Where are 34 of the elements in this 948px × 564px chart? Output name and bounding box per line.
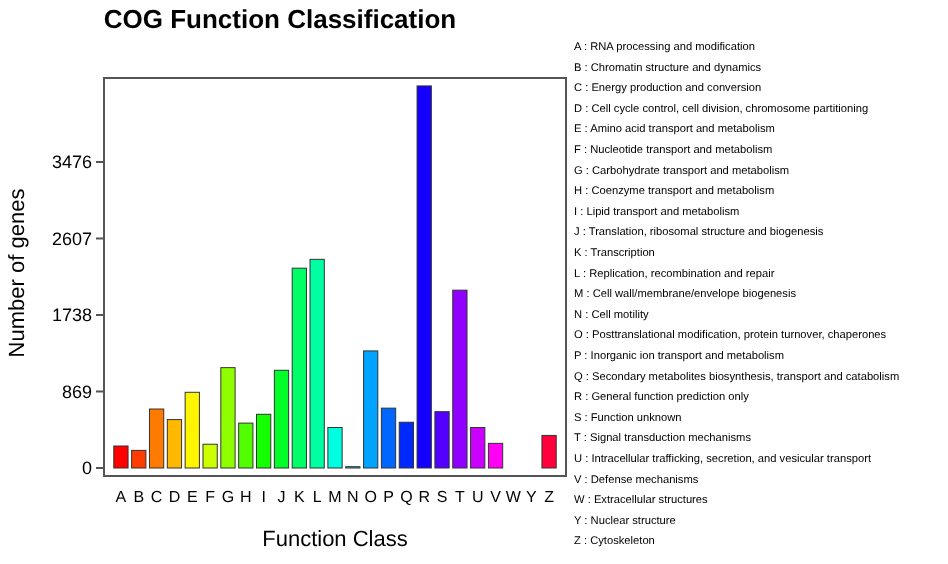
x-tick-label: K — [293, 488, 306, 506]
x-tick-label: C — [150, 488, 163, 506]
x-tick-label: Y — [525, 488, 538, 506]
x-tick-label: L — [312, 488, 323, 506]
x-tick-label: T — [454, 488, 465, 506]
x-tick-label: P — [383, 488, 394, 506]
x-tick-label: W — [505, 488, 522, 506]
bar — [541, 434, 557, 469]
x-tick-label: H — [240, 488, 253, 506]
x-tick-label: U — [471, 488, 484, 506]
x-tick-label: O — [364, 488, 377, 506]
y-tick-label: 2607 — [51, 228, 92, 249]
x-tick-label: B — [133, 488, 145, 506]
x-tick-label: E — [186, 488, 198, 506]
x-tick-label: S — [436, 488, 448, 506]
x-tick-label: R — [418, 488, 431, 506]
y-tick-label: 869 — [61, 381, 92, 402]
x-tick-label: F — [205, 488, 216, 506]
x-tick-label: N — [347, 488, 360, 506]
x-tick-label: J — [277, 488, 286, 506]
y-axis-title: Number of genes — [6, 187, 30, 358]
chart-title: COG Function Classification — [103, 4, 457, 34]
y-tick-label: 0 — [81, 458, 92, 479]
x-axis-title: Function Class — [262, 528, 409, 552]
x-tick-label: V — [490, 488, 503, 506]
x-tick-label: Q — [400, 488, 413, 506]
x-tick-label: A — [115, 488, 128, 506]
x-tick-label: G — [221, 488, 235, 506]
x-tick-label: D — [168, 488, 181, 506]
x-tick-label: Z — [544, 488, 555, 506]
x-tick-label: M — [328, 488, 343, 506]
y-tick-label: 3476 — [51, 152, 92, 173]
y-tick-label: 1738 — [51, 305, 92, 326]
x-tick-label: I — [261, 488, 266, 506]
